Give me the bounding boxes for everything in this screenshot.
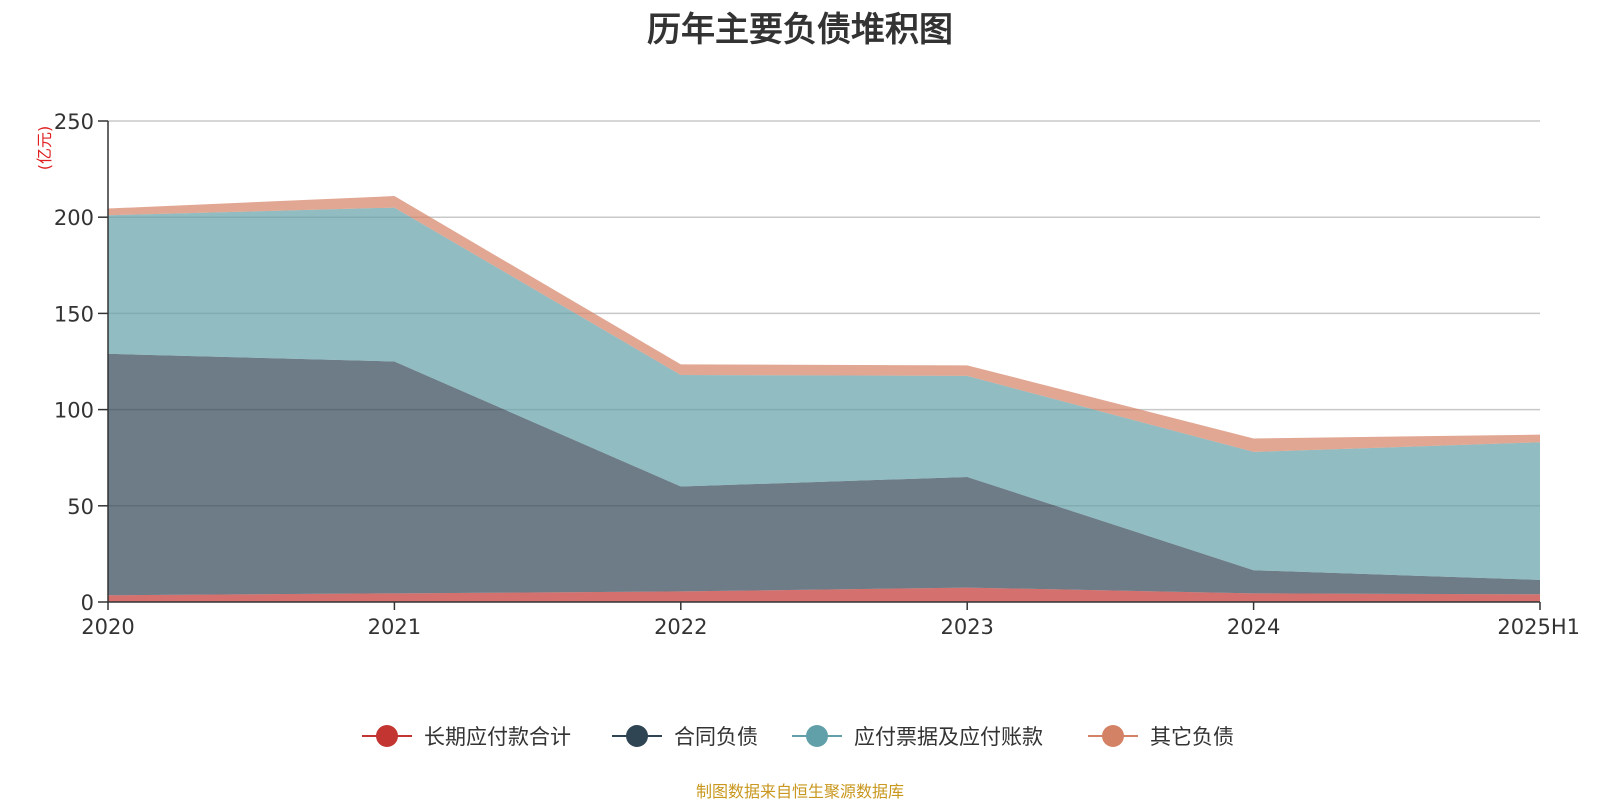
legend-item-2[interactable]: 应付票据及应付账款 — [792, 725, 1043, 749]
legend-label: 长期应付款合计 — [424, 725, 571, 749]
legend-item-1[interactable]: 合同负债 — [612, 725, 758, 749]
legend-label: 其它负债 — [1150, 725, 1234, 749]
area-series-0 — [108, 587, 1540, 602]
legend-marker-icon — [806, 725, 828, 747]
axes: 0 50 100 150 200 250 2020 2021 2022 2023 2024 2025H… — [54, 110, 1580, 639]
y-tick-label: 200 — [54, 206, 94, 230]
y-tick-label: 50 — [67, 495, 94, 519]
legend-item-3[interactable]: 其它负债 — [1088, 725, 1234, 749]
y-tick-label: 0 — [81, 591, 94, 615]
legend-marker-icon — [376, 725, 398, 747]
area-series-2 — [108, 207, 1540, 580]
area-series-layer — [108, 196, 1540, 602]
legend-marker-icon — [626, 725, 648, 747]
y-unit-label: (亿元) — [35, 126, 54, 171]
x-tick-label: 2023 — [940, 615, 993, 639]
y-tick-label: 100 — [54, 399, 94, 423]
legend-item-0[interactable]: 长期应付款合计 — [362, 725, 571, 749]
y-tick-label: 150 — [54, 302, 94, 326]
area-series-1 — [108, 353, 1540, 596]
x-tick-label: 2020 — [81, 615, 134, 639]
x-tick-label: 2021 — [368, 615, 421, 639]
legend-label: 合同负债 — [674, 725, 758, 749]
legend: 长期应付款合计 合同负债 应付票据及应付账款 其它负债 — [362, 725, 1234, 749]
x-tick-label: 2025H1 — [1497, 615, 1580, 639]
chart-title: 历年主要负债堆积图 — [647, 10, 953, 50]
x-tick-label: 2024 — [1227, 615, 1280, 639]
x-tick-label: 2022 — [654, 615, 707, 639]
source-note: 制图数据来自恒生聚源数据库 — [695, 782, 904, 801]
legend-marker-icon — [1102, 725, 1124, 747]
y-tick-label: 250 — [54, 110, 94, 134]
legend-label: 应付票据及应付账款 — [854, 725, 1043, 749]
